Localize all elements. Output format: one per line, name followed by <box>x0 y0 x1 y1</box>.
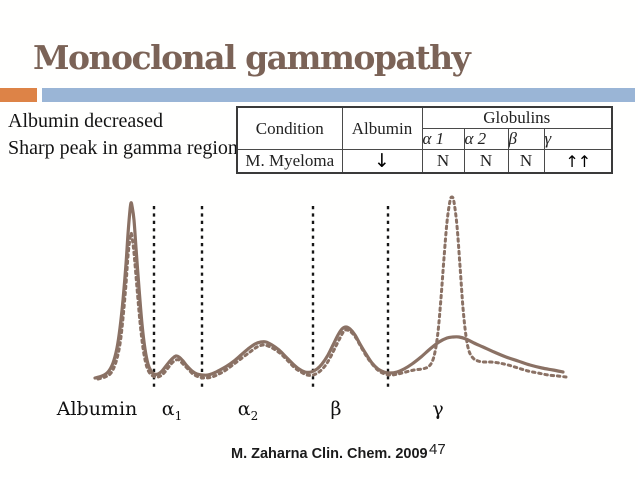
table-subheader-gamma: γ <box>543 128 613 150</box>
table-subheader-alpha2: α 2 <box>463 128 509 150</box>
x-label-alpha2: α2 <box>237 398 259 423</box>
x-label-beta: β <box>330 398 342 420</box>
double-up-arrow-icon: ↑↑ <box>543 149 613 174</box>
dotted-trace <box>96 195 568 381</box>
note-line-gamma: Sharp peak in gamma region <box>8 137 238 159</box>
table-subheader-alpha1: α 1 <box>421 128 465 150</box>
table-cell-condition: M. Myeloma <box>236 149 343 174</box>
table-subheader-beta: β <box>507 128 545 150</box>
table-header-condition: Condition <box>236 106 343 150</box>
notes-block: Albumin decreased Sharp peak in gamma re… <box>8 108 238 162</box>
table-header-albumin: Albumin <box>341 106 423 150</box>
down-arrow-icon: ↓ <box>341 149 423 174</box>
x-label-albumin: Albumin <box>56 398 138 420</box>
footer-citation: M. Zaharna Clin. Chem. 2009 <box>231 446 428 462</box>
table-cell-alpha2: N <box>463 149 509 174</box>
accent-bar-blue <box>42 88 635 102</box>
myeloma-table: Condition Albumin Globulins α 1 α 2 β γ … <box>236 106 613 174</box>
accent-bar-orange <box>0 88 37 102</box>
note-line-albumin: Albumin decreased <box>8 110 163 132</box>
page-number: 47 <box>429 441 446 458</box>
page-title: Monoclonal gammopathy <box>33 38 471 77</box>
table-row: M. Myeloma ↓ N N N ↑↑ <box>236 149 613 174</box>
solid-trace <box>93 201 565 380</box>
x-label-alpha1: α1 <box>161 398 183 423</box>
table-cell-alpha1: N <box>421 149 465 174</box>
x-label-gamma: γ <box>432 398 444 420</box>
